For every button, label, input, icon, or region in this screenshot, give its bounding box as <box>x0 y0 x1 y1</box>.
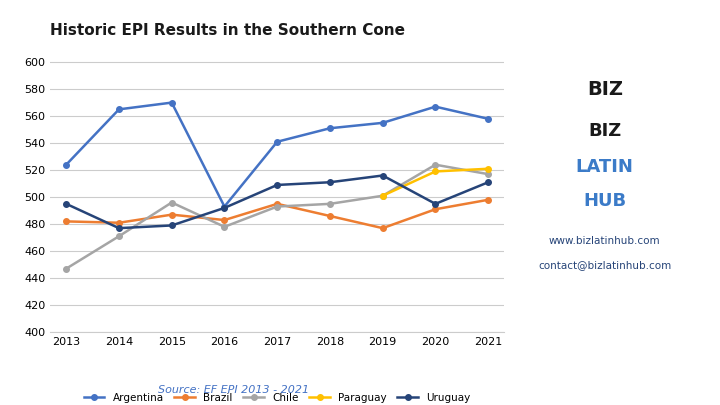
Chile <box>62 266 71 271</box>
Uruguay <box>114 226 123 230</box>
Brazil <box>62 219 71 224</box>
Text: Source: EF EPI 2013 - 2021: Source: EF EPI 2013 - 2021 <box>158 385 310 395</box>
Argentina <box>114 107 123 112</box>
Line: Chile: Chile <box>63 162 491 271</box>
Brazil <box>167 212 176 217</box>
Chile <box>379 193 387 198</box>
Brazil <box>379 226 387 230</box>
Chile <box>484 172 492 177</box>
Text: Historic EPI Results in the Southern Cone: Historic EPI Results in the Southern Con… <box>50 23 405 38</box>
Paraguay <box>484 166 492 171</box>
Argentina <box>484 116 492 121</box>
Uruguay <box>220 205 229 210</box>
Text: LATIN: LATIN <box>576 158 634 176</box>
Chile <box>431 162 440 167</box>
Line: Uruguay: Uruguay <box>63 173 491 231</box>
Text: HUB: HUB <box>583 192 626 210</box>
Text: www.bizlatinhub.com: www.bizlatinhub.com <box>549 236 661 246</box>
Uruguay <box>273 183 282 188</box>
Brazil <box>325 213 334 218</box>
Uruguay <box>325 180 334 185</box>
Brazil <box>273 201 282 206</box>
Uruguay <box>431 201 440 206</box>
Argentina <box>220 204 229 209</box>
Legend: Argentina, Brazil, Chile, Paraguay, Uruguay: Argentina, Brazil, Chile, Paraguay, Urug… <box>79 388 475 405</box>
Argentina <box>62 162 71 167</box>
Chile <box>273 204 282 209</box>
Brazil <box>220 217 229 222</box>
Paraguay <box>431 169 440 174</box>
Paraguay <box>379 193 387 198</box>
Chile <box>325 201 334 206</box>
Line: Brazil: Brazil <box>63 197 491 231</box>
Uruguay <box>484 180 492 185</box>
Argentina <box>167 100 176 105</box>
Argentina <box>325 126 334 131</box>
Brazil <box>114 220 123 225</box>
Uruguay <box>379 173 387 178</box>
Argentina <box>379 120 387 125</box>
Line: Argentina: Argentina <box>63 100 491 209</box>
Argentina <box>273 139 282 144</box>
Uruguay <box>62 201 71 206</box>
Line: Paraguay: Paraguay <box>380 166 491 198</box>
Chile <box>167 200 176 205</box>
Text: BIZ: BIZ <box>588 122 621 139</box>
Text: contact@bizlatinhub.com: contact@bizlatinhub.com <box>538 260 672 270</box>
Argentina <box>431 104 440 109</box>
Text: BIZ: BIZ <box>587 81 623 99</box>
Chile <box>114 234 123 239</box>
Chile <box>220 224 229 229</box>
Brazil <box>431 207 440 212</box>
Brazil <box>484 197 492 202</box>
Uruguay <box>167 223 176 228</box>
